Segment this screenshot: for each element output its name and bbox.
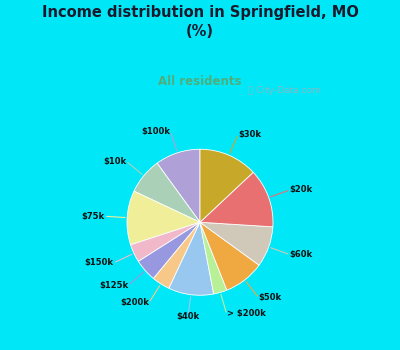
Wedge shape	[138, 222, 200, 279]
Text: $125k: $125k	[99, 281, 128, 290]
Wedge shape	[157, 149, 200, 222]
Text: Income distribution in Springfield, MO
(%): Income distribution in Springfield, MO (…	[42, 5, 358, 39]
Text: $10k: $10k	[104, 157, 126, 166]
Wedge shape	[169, 222, 214, 295]
Text: $60k: $60k	[290, 250, 313, 259]
Wedge shape	[134, 163, 200, 222]
Text: All residents: All residents	[158, 75, 242, 88]
Text: $200k: $200k	[120, 298, 149, 307]
Text: $50k: $50k	[258, 293, 282, 302]
Text: $150k: $150k	[85, 258, 114, 267]
Text: $30k: $30k	[238, 130, 261, 139]
Wedge shape	[200, 222, 273, 265]
Wedge shape	[200, 149, 253, 222]
Wedge shape	[154, 222, 200, 288]
Wedge shape	[200, 222, 227, 294]
Text: $100k: $100k	[142, 127, 170, 136]
Text: ⓘ City-Data.com: ⓘ City-Data.com	[248, 86, 321, 95]
Text: $75k: $75k	[82, 212, 105, 221]
Wedge shape	[127, 191, 200, 245]
Wedge shape	[200, 222, 259, 290]
Wedge shape	[200, 172, 273, 227]
Text: $20k: $20k	[290, 186, 313, 195]
Text: $40k: $40k	[176, 312, 200, 321]
Wedge shape	[130, 222, 200, 261]
Text: > $200k: > $200k	[226, 309, 265, 318]
